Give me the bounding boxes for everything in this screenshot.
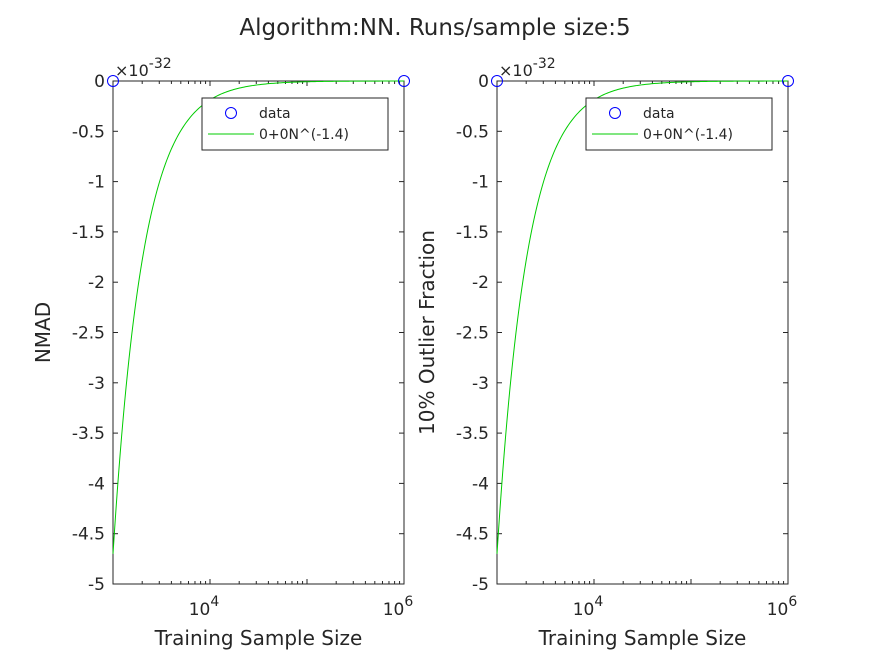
y-tick-label: -5 — [88, 575, 105, 595]
y-tick-label: -2 — [88, 273, 105, 293]
legend: data 0+0N^(-1.4) — [585, 97, 773, 151]
axes-2: 0 -0.5 -1 -1.5 -2 -2.5 -3 -3.5 -4 -4.5 -5 104 106 ×10… — [415, 56, 797, 650]
legend-box — [585, 97, 773, 151]
fit-line — [496, 80, 788, 554]
axes-box — [496, 80, 789, 585]
y-tick-label: -3.5 — [72, 424, 105, 444]
y-tick-label: -4 — [472, 474, 489, 494]
y-axis-label: 10% Outlier Fraction — [415, 230, 439, 435]
x-axis-label: Training Sample Size — [538, 626, 747, 650]
y-tick-label: -2.5 — [72, 324, 105, 344]
data-point — [107, 75, 119, 87]
legend-box — [201, 97, 389, 151]
legend-entry-fit: 0+0N^(-1.4) — [259, 127, 349, 143]
y-tick-label: 0 — [478, 72, 489, 92]
legend-marker-data — [609, 107, 621, 119]
y-tick-label: 0 — [94, 72, 105, 92]
y-tick-label: -5 — [472, 575, 489, 595]
y-tick-label: -4.5 — [456, 525, 489, 545]
y-tick-label: -2.5 — [456, 324, 489, 344]
figure-title: Algorithm:NN. Runs/sample size:5 — [239, 15, 630, 41]
x-tick-label: 106 — [383, 594, 414, 620]
y-tick-label: -4.5 — [72, 525, 105, 545]
legend: data 0+0N^(-1.4) — [201, 97, 389, 151]
y-axis-label: NMAD — [31, 302, 55, 363]
y-tick-label: -1 — [472, 173, 489, 193]
y-tick-label: -0.5 — [456, 122, 489, 142]
y-tick-label: -2 — [472, 273, 489, 293]
x-tick-label: 106 — [767, 594, 798, 620]
legend-marker-data — [225, 107, 237, 119]
x-tick-label: 104 — [189, 594, 220, 620]
x-tick-label: 104 — [573, 594, 604, 620]
legend-entry-data: data — [259, 106, 291, 122]
data-point — [782, 75, 794, 87]
x-axis-label: Training Sample Size — [154, 626, 363, 650]
y-tick-label: -3 — [472, 374, 489, 394]
y-tick-label: -1 — [88, 173, 105, 193]
y-exponent-label: ×10-32 — [115, 56, 172, 80]
data-point — [491, 75, 503, 87]
y-tick-label: -4 — [88, 474, 105, 494]
y-tick-label: -3 — [88, 374, 105, 394]
legend-entry-data: data — [643, 106, 675, 122]
legend-entry-fit: 0+0N^(-1.4) — [643, 127, 733, 143]
y-tick-label: -0.5 — [72, 122, 105, 142]
y-tick-label: -3.5 — [456, 424, 489, 444]
data-point — [398, 75, 410, 87]
y-exponent-label: ×10-32 — [499, 56, 556, 80]
axes-box — [112, 80, 405, 585]
y-tick-label: -1.5 — [72, 223, 105, 243]
y-tick-label: -1.5 — [456, 223, 489, 243]
axes-1: 0 -0.5 -1 -1.5 -2 -2.5 -3 -3.5 -4 -4.5 -5 104 106 ×10… — [31, 56, 413, 650]
fit-line — [112, 80, 404, 554]
